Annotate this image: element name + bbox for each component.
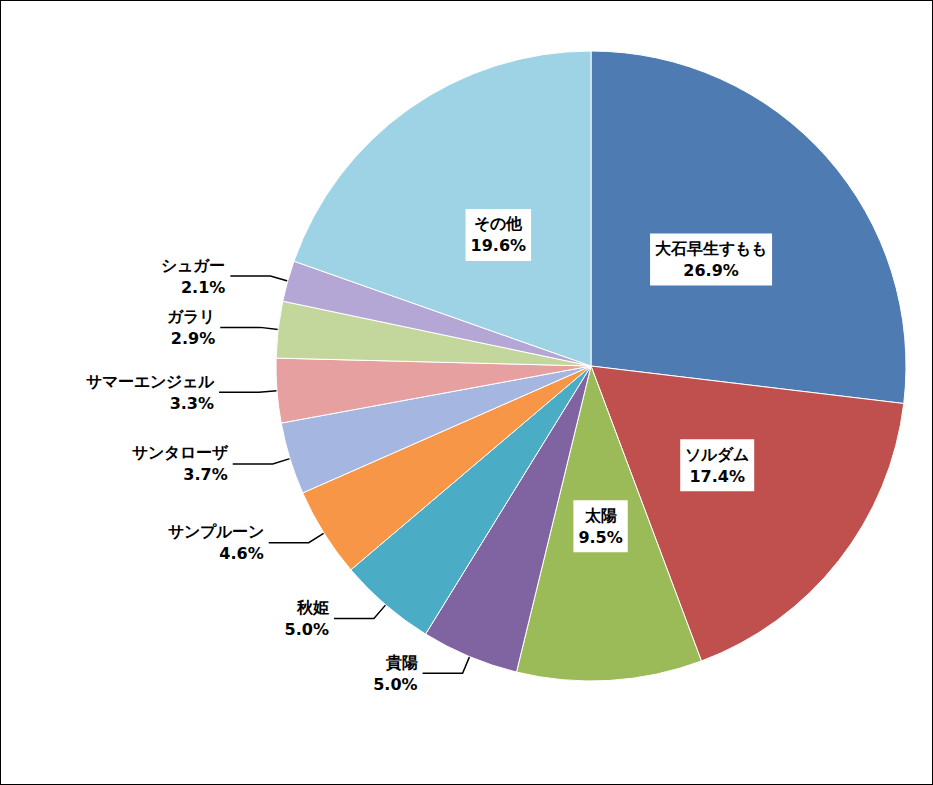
svg-text:3.3%: 3.3% xyxy=(170,394,214,413)
svg-text:大石早生すもも: 大石早生すもも xyxy=(655,239,767,258)
svg-text:ソルダム: ソルダム xyxy=(685,445,749,464)
svg-text:5.0%: 5.0% xyxy=(285,620,329,639)
svg-text:2.9%: 2.9% xyxy=(171,329,215,348)
svg-text:サンタローザ: サンタローザ xyxy=(132,443,229,462)
svg-text:26.9%: 26.9% xyxy=(683,261,739,280)
svg-text:貴陽: 貴陽 xyxy=(385,653,418,672)
svg-text:3.7%: 3.7% xyxy=(183,465,227,484)
svg-text:17.4%: 17.4% xyxy=(689,467,745,486)
svg-text:サマーエンジェル: サマーエンジェル xyxy=(86,372,215,391)
svg-text:ガラリ: ガラリ xyxy=(167,307,215,326)
svg-text:秋姫: 秋姫 xyxy=(296,598,329,617)
svg-text:太陽: 太陽 xyxy=(584,506,617,525)
svg-text:その他: その他 xyxy=(474,214,523,233)
svg-text:2.1%: 2.1% xyxy=(181,278,225,297)
svg-text:5.0%: 5.0% xyxy=(373,675,417,694)
svg-text:9.5%: 9.5% xyxy=(578,528,622,547)
svg-text:サンプルーン: サンプルーン xyxy=(168,522,264,541)
svg-text:19.6%: 19.6% xyxy=(471,236,527,255)
svg-text:シュガー: シュガー xyxy=(161,256,225,275)
svg-text:4.6%: 4.6% xyxy=(219,544,263,563)
